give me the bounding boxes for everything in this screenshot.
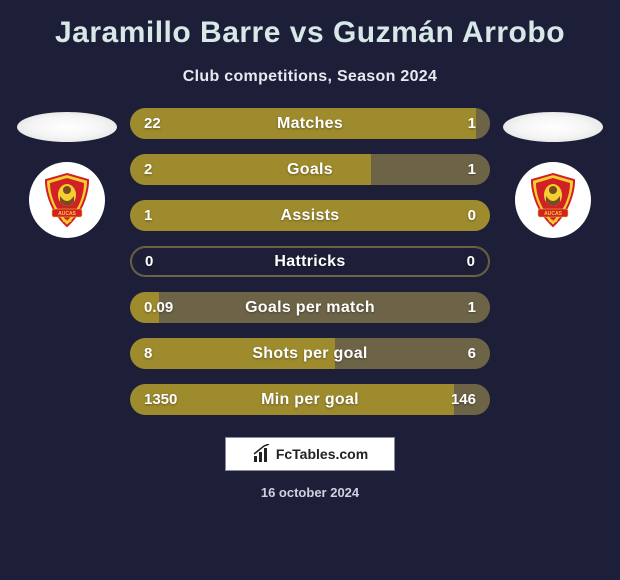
date-text: 16 october 2024: [261, 485, 359, 500]
stat-value-right: 6: [468, 345, 476, 362]
svg-text:AUCAS: AUCAS: [544, 211, 562, 217]
stat-value-left: 0.09: [144, 299, 173, 316]
content-row: AUCAS 1945 22 Matches 1 2 Goals 1 1 Assists 0 0 Ha…: [0, 108, 620, 415]
shield-icon: AUCAS 1945: [528, 172, 578, 228]
club-name-text: AUCAS: [58, 211, 76, 217]
stat-row: 0 Hattricks 0: [130, 246, 490, 277]
club-year-text: 1945: [63, 218, 73, 223]
stat-row: 8 Shots per goal 6: [130, 338, 490, 369]
shield-icon: AUCAS 1945: [42, 172, 92, 228]
stat-label: Matches: [277, 115, 343, 133]
bar-left: [130, 154, 371, 185]
stat-value-right: 1: [468, 299, 476, 316]
chart-icon: [252, 444, 272, 464]
stat-row: 22 Matches 1: [130, 108, 490, 139]
stat-label: Hattricks: [274, 253, 345, 271]
stat-value-left: 1350: [144, 391, 177, 408]
stat-label: Min per goal: [261, 391, 359, 409]
brand-suffix: Tables.com: [292, 446, 368, 462]
stat-value-right: 0: [467, 253, 475, 270]
stat-label: Assists: [280, 207, 339, 225]
club-badge-left: AUCAS 1945: [29, 162, 105, 238]
stat-value-right: 0: [468, 207, 476, 224]
attribution-text: FcTables.com: [276, 446, 368, 462]
stat-value-left: 0: [145, 253, 153, 270]
player-avatar-placeholder: [503, 112, 603, 142]
stat-value-left: 1: [144, 207, 152, 224]
stat-label: Goals: [287, 161, 333, 179]
player-right-column: AUCAS 1945: [494, 108, 612, 238]
stat-row: 0.09 Goals per match 1: [130, 292, 490, 323]
stat-row: 2 Goals 1: [130, 154, 490, 185]
bar-right: [476, 108, 490, 139]
subtitle: Club competitions, Season 2024: [183, 68, 437, 86]
svg-text:1945: 1945: [549, 218, 559, 223]
player-avatar-placeholder: [17, 112, 117, 142]
stat-label: Shots per goal: [252, 345, 367, 363]
stat-value-left: 8: [144, 345, 152, 362]
stats-rows: 22 Matches 1 2 Goals 1 1 Assists 0 0 Hattricks 0 0.0…: [130, 108, 490, 415]
brand-prefix: Fc: [276, 446, 292, 462]
page-title: Jaramillo Barre vs Guzmán Arrobo: [55, 16, 565, 50]
stat-value-right: 146: [451, 391, 476, 408]
comparison-card: Jaramillo Barre vs Guzmán Arrobo Club co…: [0, 0, 620, 580]
player-left-column: AUCAS 1945: [8, 108, 126, 238]
stat-row: 1350 Min per goal 146: [130, 384, 490, 415]
stat-value-right: 1: [468, 115, 476, 132]
stat-value-right: 1: [468, 161, 476, 178]
stat-value-left: 22: [144, 115, 161, 132]
attribution-box[interactable]: FcTables.com: [225, 437, 395, 471]
stat-label: Goals per match: [245, 299, 375, 317]
stat-value-left: 2: [144, 161, 152, 178]
stat-row: 1 Assists 0: [130, 200, 490, 231]
club-badge-right: AUCAS 1945: [515, 162, 591, 238]
